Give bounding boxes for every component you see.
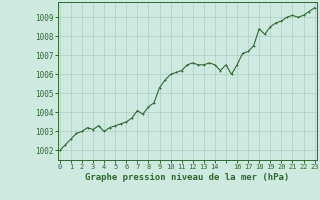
- X-axis label: Graphe pression niveau de la mer (hPa): Graphe pression niveau de la mer (hPa): [85, 173, 289, 182]
